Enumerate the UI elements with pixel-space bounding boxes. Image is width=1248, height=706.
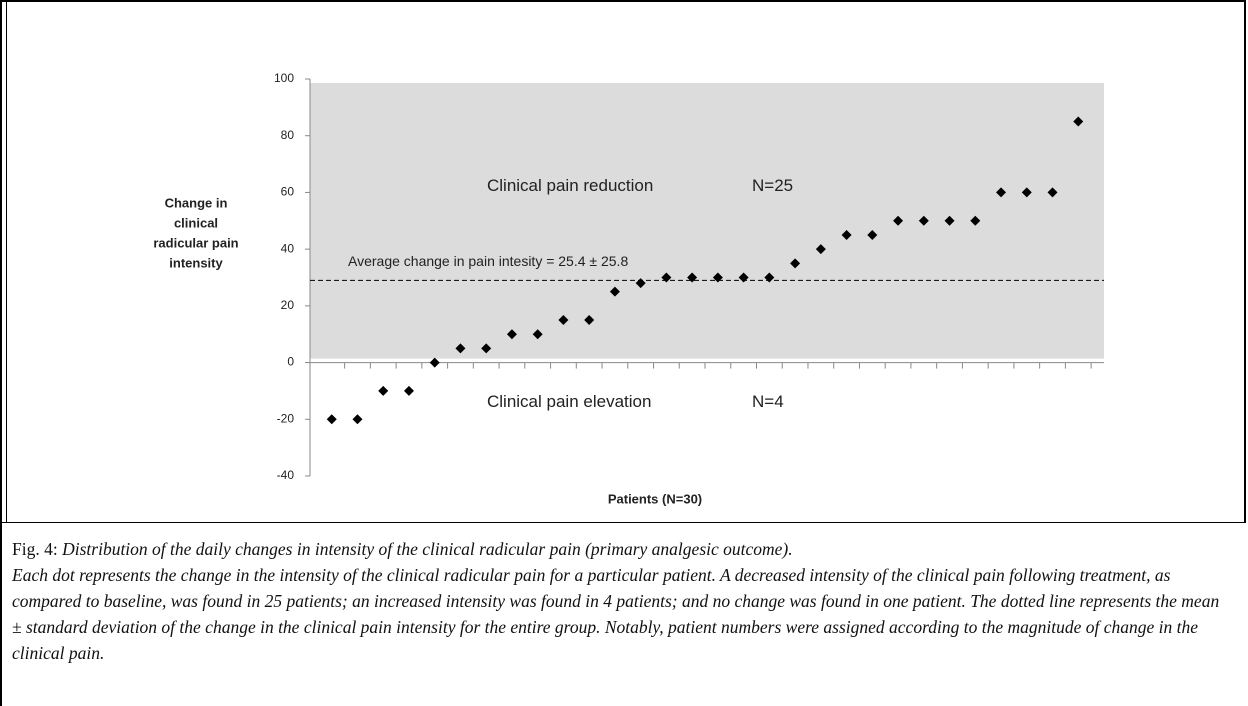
point [558,315,569,326]
border [0,0,2,706]
annotation: Clinical pain reduction [487,176,653,195]
y-tick-label: 40 [281,241,295,255]
caption-title: Distribution of the daily changes in int… [62,539,793,559]
point [609,286,620,297]
point [403,385,414,396]
point [815,244,826,255]
point [378,385,389,396]
y-tick-label: -40 [277,468,295,482]
point [1073,116,1084,127]
y-tick-label: 60 [281,185,295,199]
y-axis-label: intensity [169,255,223,270]
y-tick-label: 0 [287,355,294,369]
chart: -40 -20 0 20 40 60 80 100 Change in clinical radic… [153,71,1104,506]
caption-label: Fig. 4: [12,539,58,559]
point [661,272,672,283]
point [867,229,878,240]
point [584,315,595,326]
point [532,329,543,340]
caption: Fig. 4: Distribution of the daily change… [12,536,1227,666]
y-tick-label: 80 [281,128,295,142]
point [1047,187,1058,198]
point [326,414,337,425]
point [738,272,749,283]
y-tick-label: 20 [281,298,295,312]
point [996,187,1007,198]
point [918,215,929,226]
point [712,272,723,283]
point [352,414,363,425]
figure-frame [0,0,1246,523]
y-axis-label: clinical [174,215,218,230]
mean-label: Average change in pain intesity = 25.4 ±… [348,253,628,269]
annotation: N=4 [752,392,784,411]
point [429,357,440,368]
y-tick-label: -20 [277,411,295,425]
annotation: Clinical pain elevation [487,392,651,411]
y-axis-label: radicular pain [153,235,238,250]
point [455,343,466,354]
point [481,343,492,354]
y-tick-label: 100 [274,71,294,85]
shaded-region [310,83,1104,359]
y-axis-label: Change in [165,195,228,210]
point [893,215,904,226]
border [6,0,7,523]
annotation: N=25 [752,176,793,195]
point [790,258,801,269]
point [944,215,955,226]
caption-body: Each dot represents the change in the in… [12,565,1220,663]
point [1021,187,1032,198]
point [841,229,852,240]
point [970,215,981,226]
point [764,272,775,283]
point [687,272,698,283]
point [635,278,646,289]
point [506,329,517,340]
x-axis-label: Patients (N=30) [608,491,702,506]
